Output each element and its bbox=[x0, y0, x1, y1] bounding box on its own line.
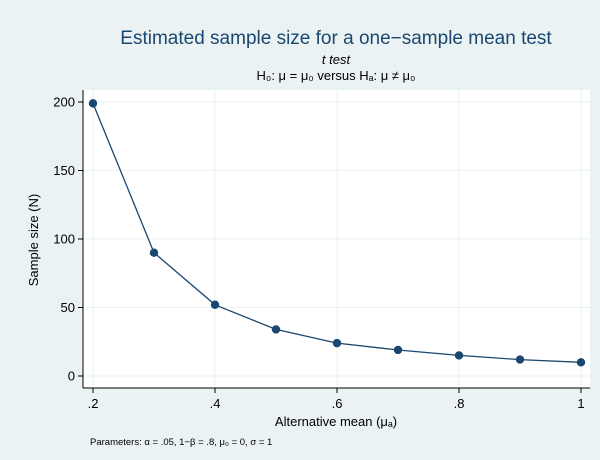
chart-title: Estimated sample size for a one−sample m… bbox=[120, 28, 552, 49]
axes: 0 50 100 150 200 .2 .4 .6 .8 1 bbox=[53, 90, 590, 411]
data-point bbox=[576, 358, 586, 367]
chart-subtitle-hypothesis: H₀: μ = μ₀ versus Hₐ: μ ≠ μ₀ bbox=[257, 68, 416, 83]
x-tick-label: .6 bbox=[332, 396, 343, 411]
data-point bbox=[149, 248, 159, 257]
data-point bbox=[454, 351, 464, 360]
x-tick-label: .2 bbox=[88, 396, 99, 411]
data-point bbox=[393, 345, 403, 355]
grid-lines bbox=[83, 90, 590, 388]
y-axis-label: Sample size (N) bbox=[26, 194, 41, 286]
y-tick-label: 100 bbox=[53, 232, 75, 247]
y-tick-label: 200 bbox=[53, 95, 75, 110]
data-point bbox=[271, 325, 281, 334]
data-point bbox=[515, 355, 525, 364]
x-tick-label: .4 bbox=[210, 396, 221, 411]
x-axis-label: Alternative mean (μₐ) bbox=[275, 414, 397, 429]
x-tick-label: .8 bbox=[454, 396, 465, 411]
chart-subtitle-test: t test bbox=[322, 52, 352, 67]
y-tick-label: 0 bbox=[68, 369, 75, 384]
x-tick-label: 1 bbox=[577, 396, 584, 411]
data-point bbox=[332, 338, 342, 348]
data-point bbox=[88, 99, 98, 108]
y-tick-label: 50 bbox=[61, 300, 75, 315]
chart-note: Parameters: α = .05, 1−β = .8, μ₀ = 0, σ… bbox=[90, 437, 272, 448]
series-sample-size bbox=[88, 99, 586, 367]
y-tick-label: 150 bbox=[53, 163, 75, 178]
data-point bbox=[210, 300, 220, 309]
